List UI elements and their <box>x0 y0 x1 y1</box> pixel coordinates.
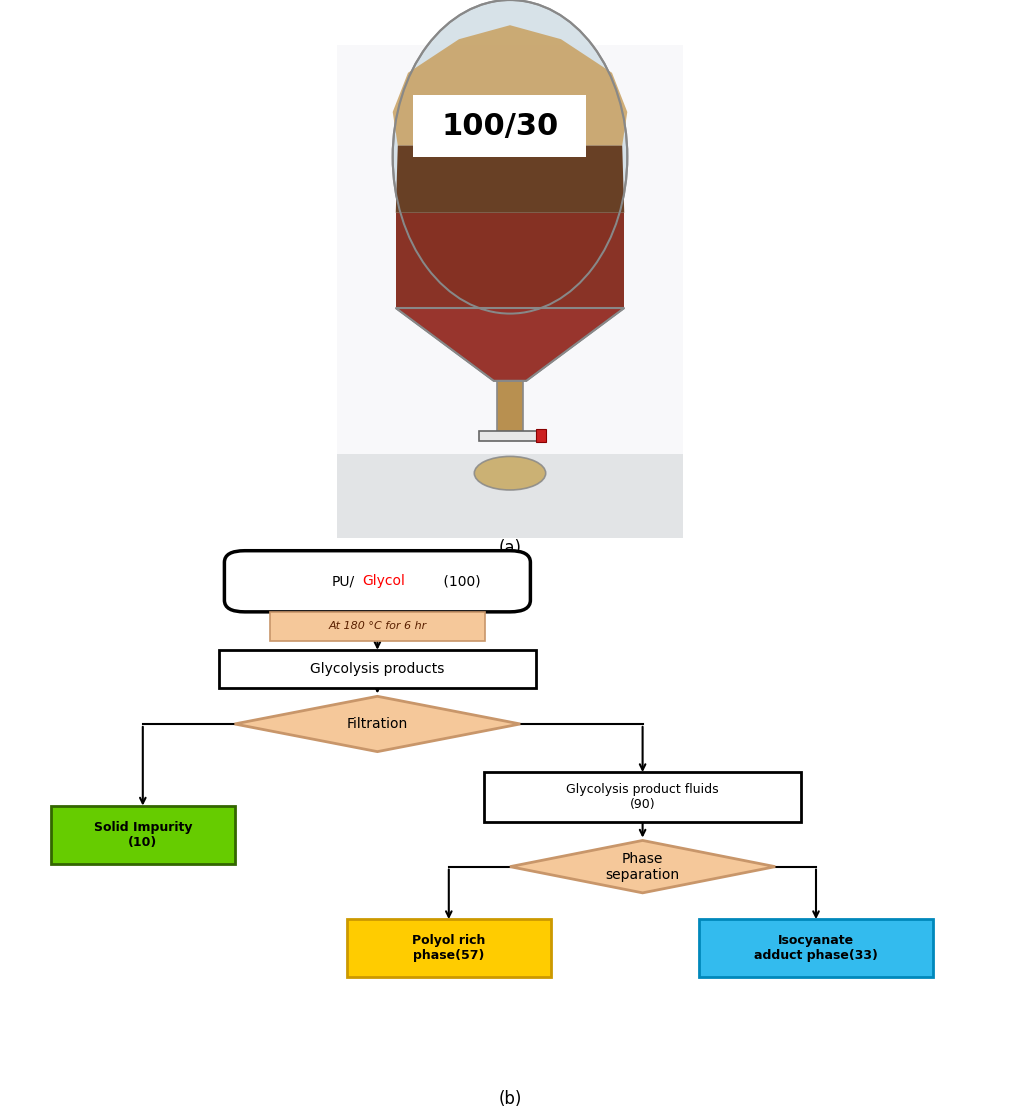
Text: Phase
separation: Phase separation <box>605 851 679 881</box>
FancyBboxPatch shape <box>484 772 800 822</box>
FancyBboxPatch shape <box>698 920 932 978</box>
FancyBboxPatch shape <box>51 805 234 864</box>
Text: Filtration: Filtration <box>346 717 408 731</box>
Text: Polyol rich
phase(57): Polyol rich phase(57) <box>412 934 485 962</box>
Text: Isocyanate
adduct phase(33): Isocyanate adduct phase(33) <box>753 934 877 962</box>
Polygon shape <box>395 213 624 308</box>
Polygon shape <box>395 146 624 213</box>
Bar <box>535 429 545 442</box>
FancyBboxPatch shape <box>224 551 530 612</box>
Text: (b): (b) <box>498 1091 521 1109</box>
Text: Glycol: Glycol <box>362 575 405 588</box>
Text: 100/30: 100/30 <box>441 112 557 140</box>
Ellipse shape <box>392 0 627 314</box>
Bar <box>336 45 683 454</box>
FancyBboxPatch shape <box>346 920 550 978</box>
Text: (100): (100) <box>438 575 480 588</box>
Polygon shape <box>395 308 624 381</box>
Text: (a): (a) <box>498 539 521 558</box>
FancyBboxPatch shape <box>270 612 484 641</box>
Ellipse shape <box>474 457 545 491</box>
FancyBboxPatch shape <box>413 95 586 157</box>
Text: At 180 °C for 6 hr: At 180 °C for 6 hr <box>328 622 426 632</box>
Polygon shape <box>392 26 627 146</box>
Text: Solid Impurity
(10): Solid Impurity (10) <box>94 821 192 849</box>
Bar <box>336 45 683 538</box>
Text: Glycolysis products: Glycolysis products <box>310 662 444 675</box>
Bar <box>479 430 540 441</box>
Text: Glycolysis product fluids
(90): Glycolysis product fluids (90) <box>566 783 718 811</box>
Text: PU/: PU/ <box>331 575 355 588</box>
FancyBboxPatch shape <box>219 650 535 688</box>
Polygon shape <box>510 840 774 893</box>
Polygon shape <box>234 697 520 752</box>
Bar <box>496 381 523 437</box>
